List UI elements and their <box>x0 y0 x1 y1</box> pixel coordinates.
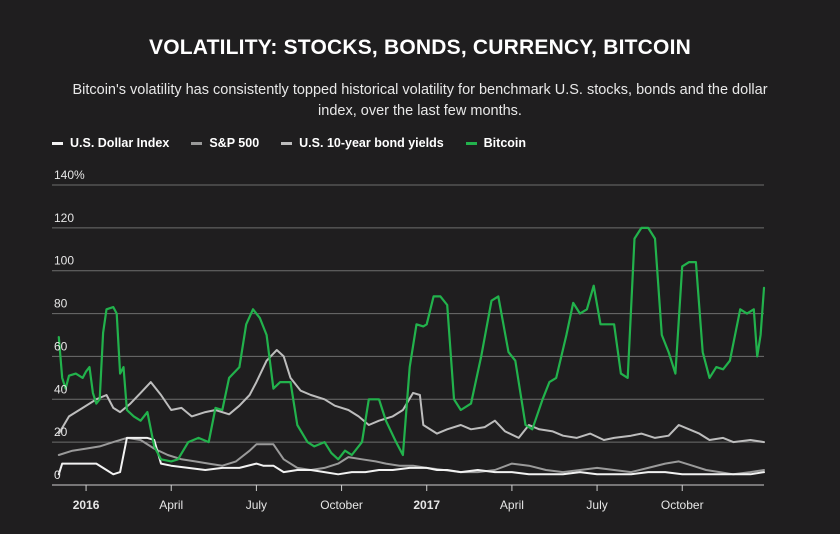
legend-swatch-bond-yields <box>281 141 293 145</box>
legend-swatch-dollar-index <box>52 141 63 145</box>
legend-label-sp500: S&P 500 <box>209 136 260 150</box>
y-tick-label-60: 60 <box>54 339 68 353</box>
y-tick-label-40: 40 <box>54 382 68 396</box>
chart-subtitle: Bitcoin's volatility has consistently to… <box>72 82 768 119</box>
x-tick-label-4: 2017 <box>413 498 440 512</box>
x-tick-label-0: 2016 <box>73 498 100 512</box>
x-tick-label-6: July <box>586 498 607 512</box>
y-tick-label-0: 0 <box>54 468 61 482</box>
series-layer <box>57 226 766 476</box>
legend-item-sp500[interactable]: S&P 500 <box>191 136 259 150</box>
legend-item-bitcoin[interactable]: Bitcoin <box>465 136 527 150</box>
legend-swatch-sp500 <box>191 141 203 145</box>
axis-layer: 0 20 40 60 80 100 120 140% 2016 April July October 2… <box>54 168 704 512</box>
legend-label-bond-yields: U.S. 10-year bond yields <box>299 136 444 150</box>
legend-label-bitcoin: Bitcoin <box>483 136 527 150</box>
x-tick-label-1: April <box>159 498 183 512</box>
legend-swatch-bitcoin <box>465 141 477 145</box>
x-tick-label-2: July <box>246 498 267 512</box>
y-tick-label-140: 140% <box>54 168 85 182</box>
y-tick-label-20: 20 <box>54 425 68 439</box>
series-line-bitcoin <box>57 226 766 463</box>
legend-label-dollar-index: U.S. Dollar Index <box>70 136 170 150</box>
series-line-u-s-10-year-bond-yields <box>57 349 765 444</box>
chart-title: VOLATILITY: STOCKS, BONDS, CURRENCY, BIT… <box>149 36 691 59</box>
grid-layer <box>52 184 764 486</box>
y-tick-label-100: 100 <box>54 254 74 268</box>
legend-item-bond-yields[interactable]: U.S. 10-year bond yields <box>281 136 444 150</box>
legend-item-dollar-index[interactable]: U.S. Dollar Index <box>52 136 169 150</box>
series-line-u-s-dollar-index <box>57 436 765 476</box>
x-tick-label-7: October <box>661 498 704 512</box>
y-tick-label-120: 120 <box>54 211 74 225</box>
x-tick-label-5: April <box>500 498 524 512</box>
y-tick-label-80: 80 <box>54 297 68 311</box>
x-tick-label-3: October <box>320 498 363 512</box>
legend: U.S. Dollar Index S&P 500 U.S. 10-year b… <box>52 134 548 152</box>
series-line-s-p-500 <box>57 436 765 476</box>
